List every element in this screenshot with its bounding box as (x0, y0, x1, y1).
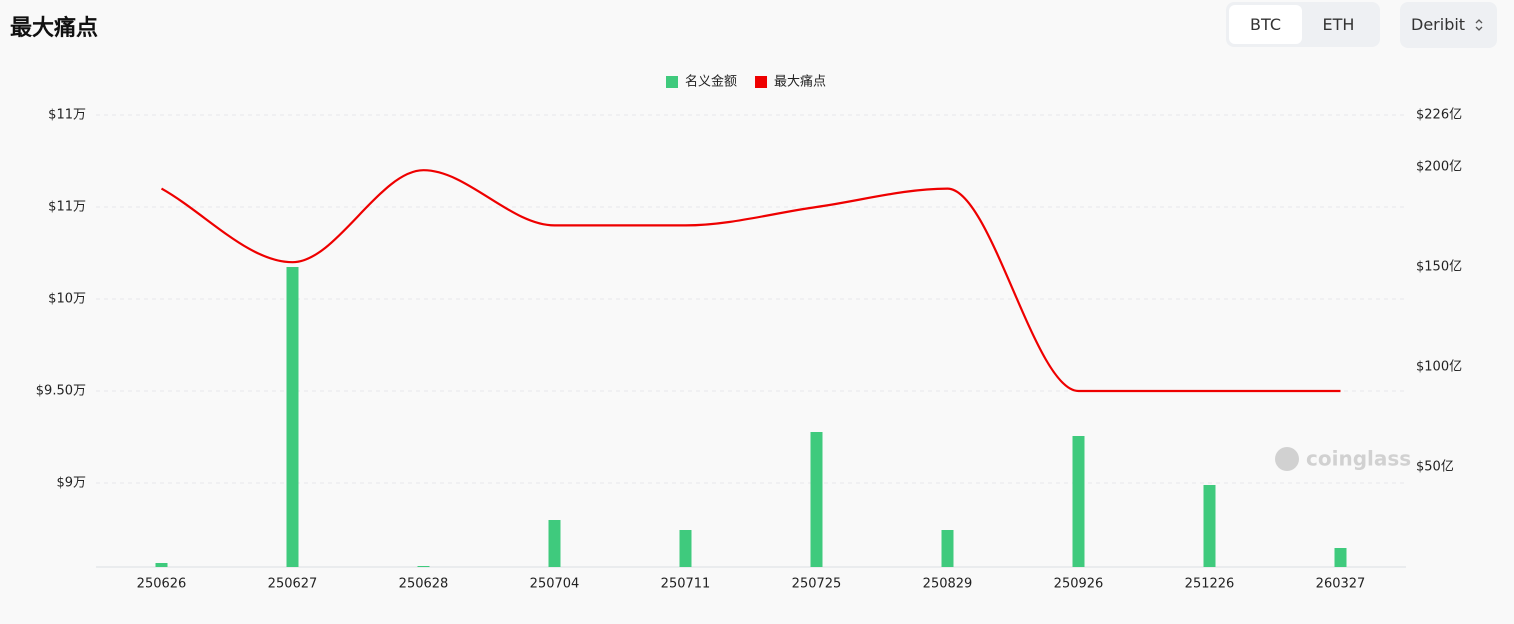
coin-toggle: BTC ETH (1226, 2, 1380, 47)
y2-tick-label: $200亿 (1416, 160, 1462, 175)
page-title: 最大痛点 (10, 16, 99, 41)
x-tick-label: 250626 (137, 577, 187, 592)
x-tick-label: 250725 (792, 577, 842, 592)
watermark: coinglass (1275, 447, 1411, 471)
x-tick-label: 260327 (1316, 577, 1366, 592)
bar (1334, 548, 1347, 567)
x-tick-label: 250628 (399, 577, 449, 592)
legend-swatch (666, 76, 678, 88)
exchange-label: Deribit (1411, 15, 1466, 34)
y2-tick-label: $150亿 (1416, 260, 1462, 275)
y-tick-label: $11万 (48, 108, 86, 123)
bar (810, 432, 823, 567)
tab-eth[interactable]: ETH (1322, 15, 1355, 34)
bar (417, 566, 430, 567)
exchange-select[interactable]: Deribit (1400, 2, 1497, 48)
select-arrows (1475, 19, 1483, 31)
y-tick-label: $10万 (48, 292, 86, 307)
legend-label: 最大痛点 (774, 74, 826, 90)
y2-tick-label: $50亿 (1416, 460, 1454, 475)
legend-label: 名义金额 (685, 74, 737, 90)
bar (1072, 436, 1085, 567)
tab-btc[interactable]: BTC (1229, 5, 1302, 44)
x-tick-label: 250926 (1054, 577, 1104, 592)
legend-swatch (755, 76, 768, 88)
bar (941, 530, 954, 567)
bar (548, 520, 561, 567)
line (160, 169, 1341, 393)
x-tick-label: 250829 (923, 577, 973, 592)
y-tick-label: $9.50万 (36, 384, 86, 399)
x-tick-label: 251226 (1185, 577, 1235, 592)
y-tick-label: $11万 (48, 200, 86, 215)
x-tick-label: 250711 (661, 577, 711, 592)
y2-tick-label: $226亿 (1416, 108, 1462, 123)
y2-tick-label: $100亿 (1416, 360, 1462, 375)
bar (155, 563, 168, 567)
x-tick-label: 250627 (268, 577, 318, 592)
bar (679, 530, 692, 567)
bar (286, 267, 299, 567)
watermark-text: coinglass (1306, 447, 1411, 471)
bar (1203, 485, 1216, 567)
y-tick-label: $9万 (56, 476, 86, 491)
x-tick-label: 250704 (530, 577, 580, 592)
